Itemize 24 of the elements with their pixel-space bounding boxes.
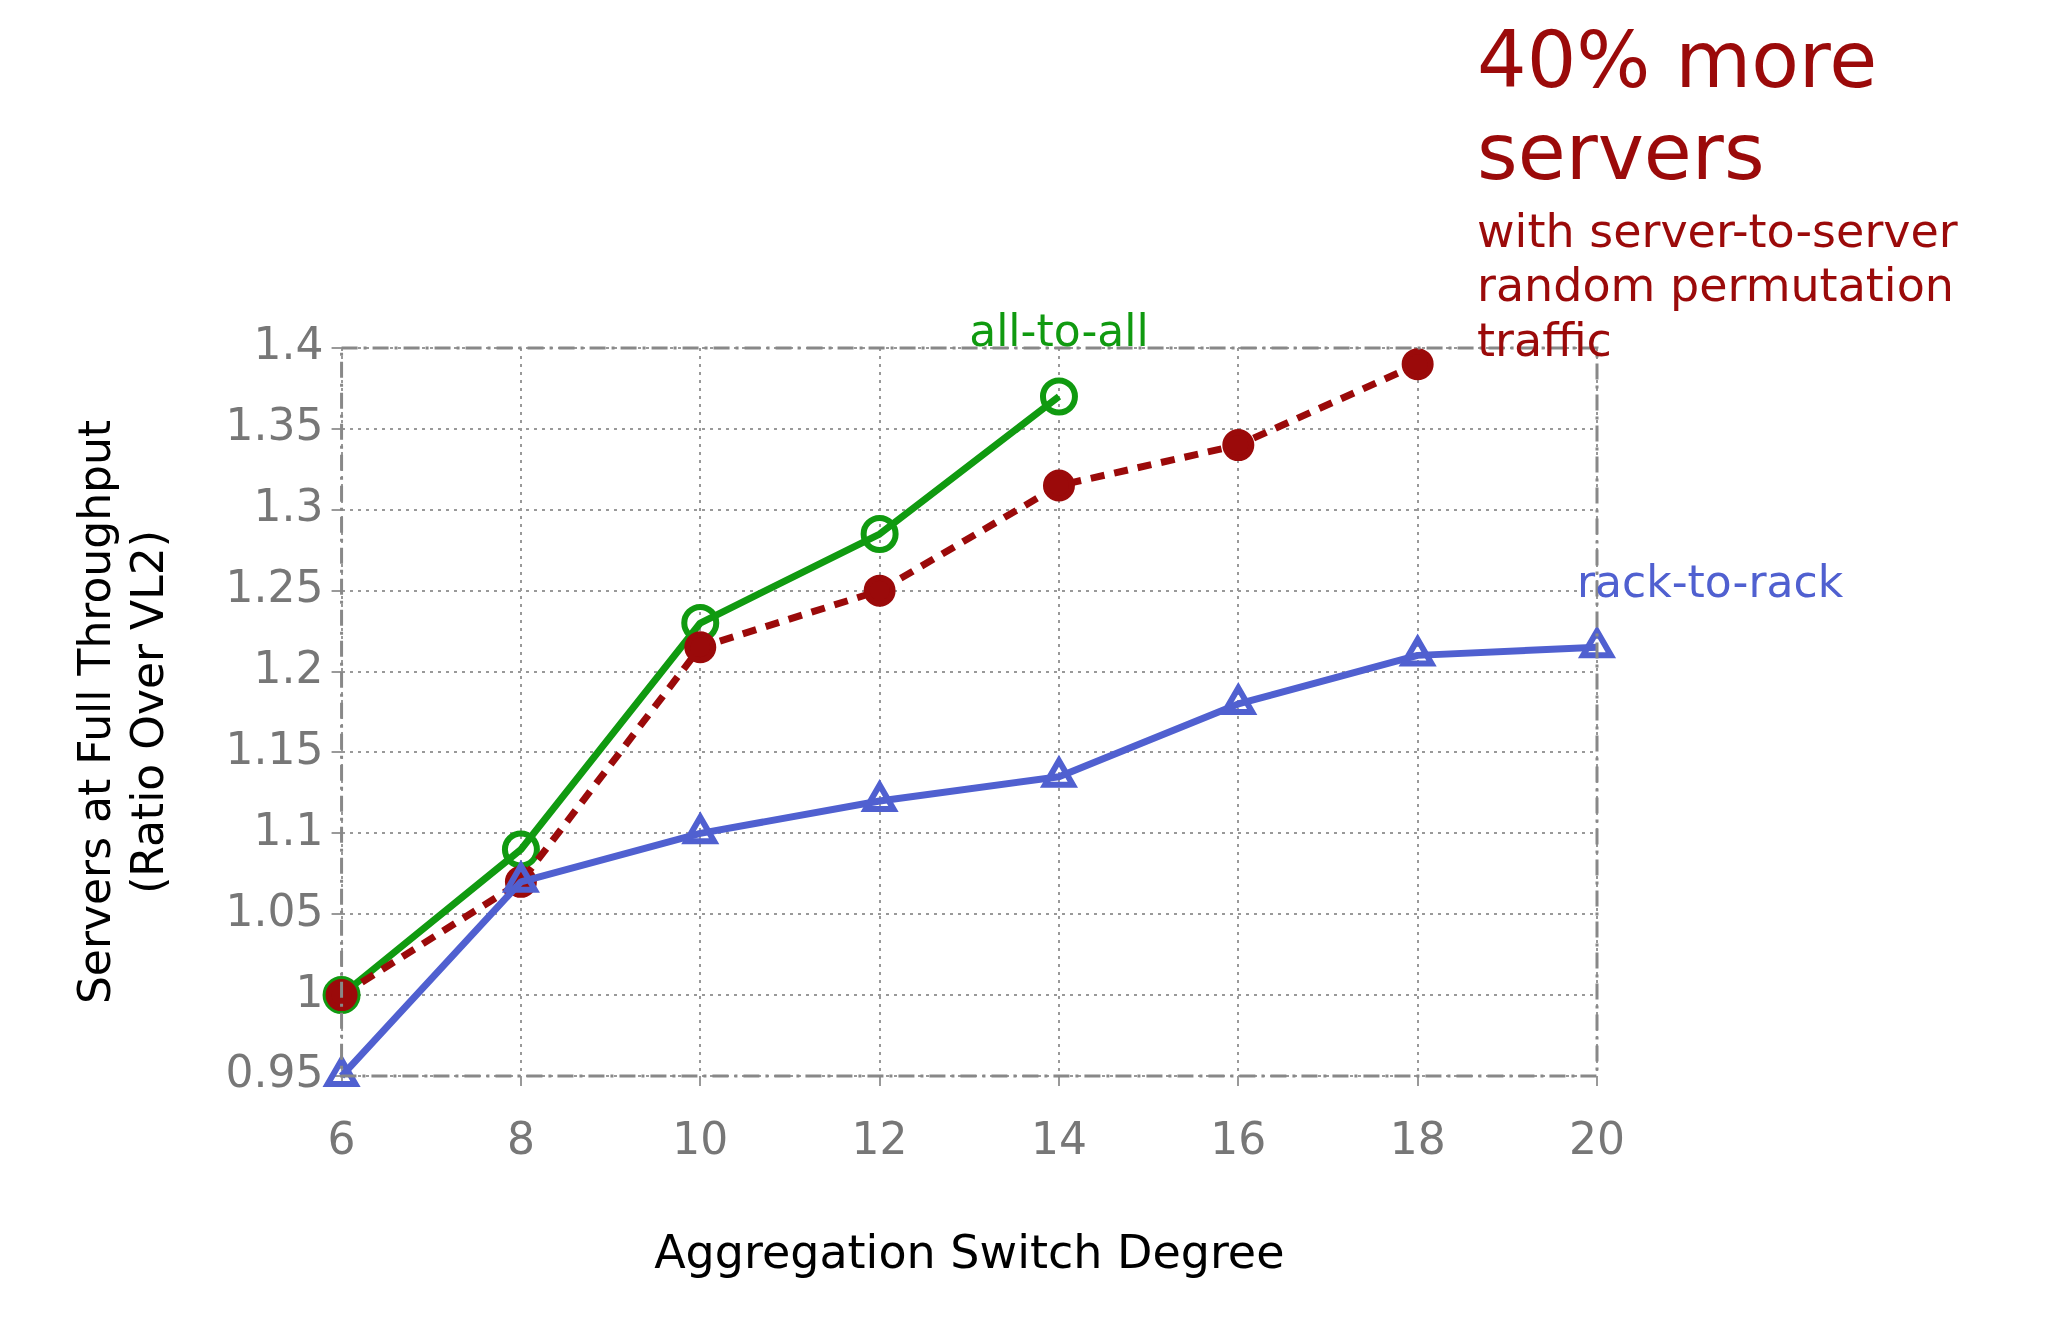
y-tick-label: 1.25 [225, 561, 324, 613]
x-tick-label: 6 [327, 1112, 356, 1164]
series-label: all-to-all [969, 304, 1149, 356]
x-tick-label: 12 [851, 1112, 908, 1164]
y-tick-label: 1.3 [253, 480, 324, 532]
x-tick-label: 8 [506, 1112, 535, 1164]
x-tick-label: 10 [672, 1112, 729, 1164]
y-tick-label: 1.2 [253, 641, 324, 693]
x-axis-title: Aggregation Switch Degree [654, 1225, 1285, 1280]
annotation: with server-to-server random permutation traffic [1477, 204, 1958, 367]
y-tick-label: 1.35 [225, 399, 324, 451]
y-tick-label: 1.4 [253, 318, 324, 370]
x-tick-label: 14 [1030, 1112, 1087, 1164]
x-tick-label: 20 [1569, 1112, 1625, 1164]
text: 40% more servers [1477, 15, 1878, 198]
y-axis-title: Servers at Full Throughput (Ratio Over VL2) [68, 419, 173, 1005]
y-tick-label: 1.05 [225, 884, 324, 936]
x-tick-label: 18 [1389, 1112, 1446, 1164]
y-tick-label: 1.15 [225, 722, 324, 774]
y-tick-label: 0.95 [225, 1046, 324, 1098]
y-tick-label: 1 [295, 965, 324, 1017]
y-tick-label: 1.1 [253, 803, 324, 855]
x-tick-label: 16 [1210, 1112, 1267, 1164]
series-label: rack-to-rack [1576, 555, 1844, 607]
